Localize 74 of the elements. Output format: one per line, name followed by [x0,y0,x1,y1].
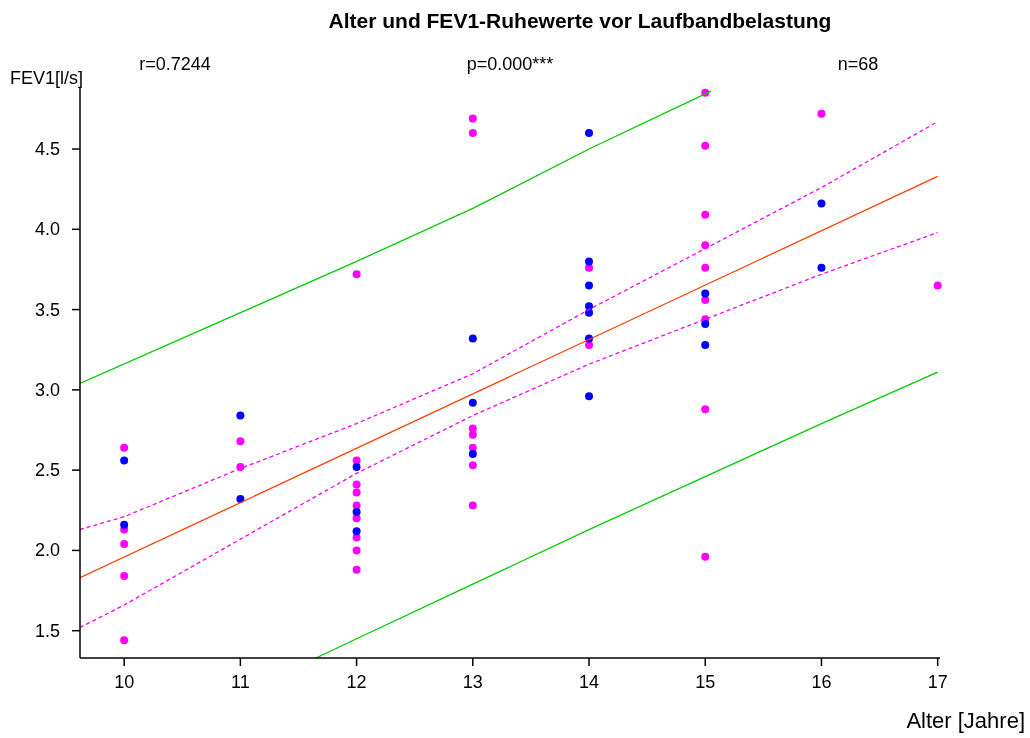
point [468,450,477,459]
point [585,281,594,290]
point [585,128,594,137]
y-tick-label: 3.0 [34,379,60,400]
point [120,456,129,465]
point [120,636,129,645]
point [468,461,477,470]
point [701,320,710,329]
point [352,507,361,516]
point [468,334,477,343]
x-tick-label: 16 [811,672,832,692]
chart-title: Alter und FEV1-Ruhewerte vor Laufbandbelastung [328,9,832,32]
point [701,552,710,561]
point [701,405,710,414]
point [585,263,594,272]
x-tick-label: 17 [927,672,948,692]
point [236,495,245,504]
point [701,141,710,150]
y-tick-label: 3.5 [34,299,60,320]
point [817,263,826,272]
point [352,546,361,555]
point [585,340,594,349]
point [933,281,942,290]
point [701,340,710,349]
point [585,392,594,401]
x-tick-label: 11 [231,672,250,692]
y-tick-label: 4.5 [34,139,60,160]
text: p=0.000*** [466,54,554,74]
point [236,462,245,471]
x-tick-label: 10 [114,672,135,692]
x-axis-title: Alter [Jahre] [906,708,1025,733]
point [468,430,477,439]
point [352,462,361,471]
point [468,424,477,433]
y-tick-label: 2.5 [34,460,60,481]
point [352,565,361,574]
y-tick-label: 1.5 [34,620,60,641]
point [120,540,129,548]
x-tick-label: 12 [346,672,367,692]
point [120,443,129,452]
point [585,257,594,266]
text: r=0.7244 [139,54,211,74]
point [817,109,826,118]
point [468,501,477,510]
point [352,480,361,489]
line-series [315,371,939,658]
point [352,527,361,536]
y-axis-title: FEV1[l/s] [10,68,84,88]
point [701,210,710,219]
x-tick-label: 14 [579,672,600,692]
point [468,398,477,407]
point [236,411,245,420]
y-tick-label: 4.0 [34,219,60,240]
y-tick-label: 2.0 [34,540,60,561]
point [352,488,361,497]
x-tick-label: 13 [462,672,483,692]
point [236,437,245,446]
point [701,263,710,272]
point [120,520,129,529]
point [701,241,710,250]
point [468,114,477,123]
point [585,308,594,317]
line-series [80,121,939,531]
text: n=68 [837,54,879,74]
point [468,128,477,137]
point [701,289,710,298]
point [120,572,129,581]
point [352,270,361,279]
line-series [80,90,712,385]
line-series [80,231,939,629]
point [585,302,594,311]
point [817,199,826,208]
point [701,295,710,304]
x-tick-label: 15 [695,672,716,692]
